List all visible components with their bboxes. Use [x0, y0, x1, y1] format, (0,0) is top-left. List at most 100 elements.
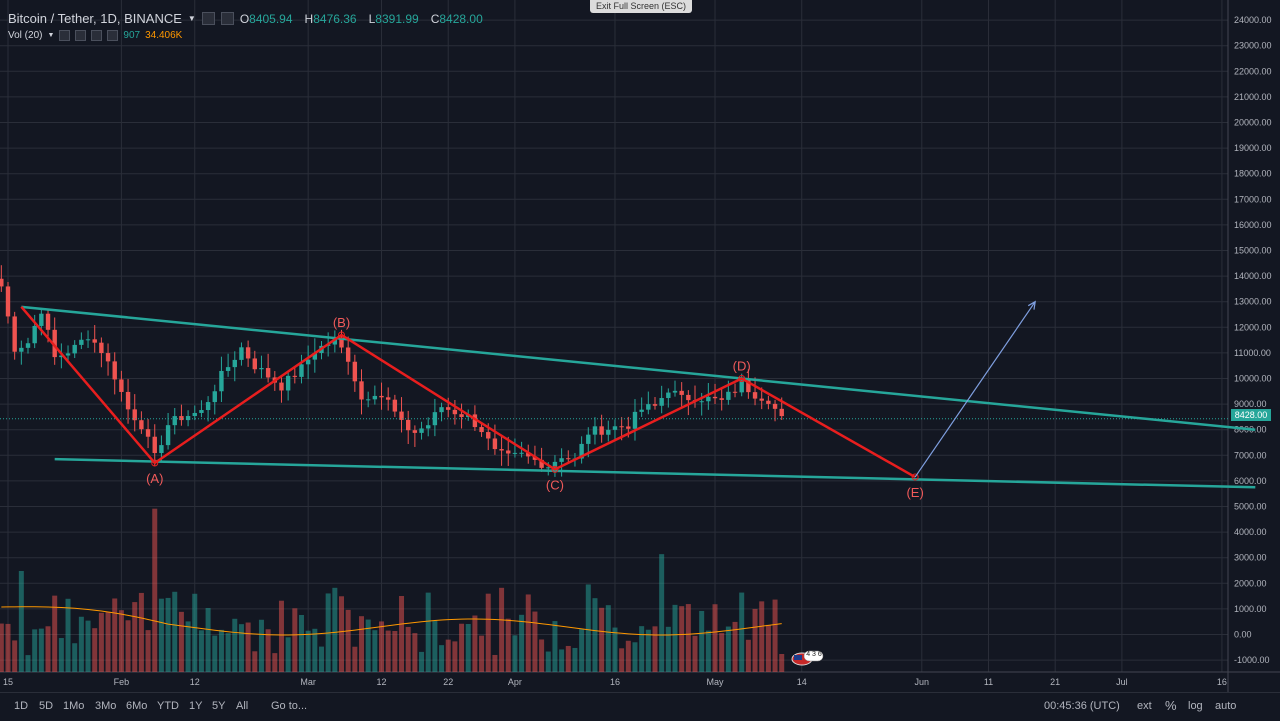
range-5d[interactable]: 5D	[39, 700, 54, 712]
volume-bar	[158, 598, 164, 672]
volume-bar	[225, 633, 231, 672]
symbol-title[interactable]: Bitcoin / Tether, 1D, BINANCE	[8, 11, 182, 26]
volume-bar	[405, 626, 411, 672]
candle-body	[0, 278, 4, 287]
candle-body	[586, 434, 591, 444]
candle-body	[5, 286, 11, 317]
symbol-dropdown-icon[interactable]: ▼	[187, 14, 196, 23]
candle-body	[686, 394, 691, 401]
volume-settings-icon[interactable]	[75, 30, 87, 41]
volume-bar	[492, 654, 498, 672]
volume-bar	[238, 624, 244, 672]
candle-body	[559, 458, 564, 462]
candle-body	[719, 398, 724, 400]
volume-bar	[138, 592, 144, 672]
volume-bar	[772, 599, 778, 672]
candle-body	[179, 416, 184, 421]
range-ytd[interactable]: YTD	[157, 700, 179, 712]
volume-bar	[779, 654, 785, 672]
volume-bar	[532, 611, 538, 672]
volume-bar	[592, 598, 598, 672]
volume-bar	[439, 645, 445, 672]
range-all[interactable]: All	[236, 700, 249, 712]
volume-bar	[298, 614, 304, 672]
y-tick-label: 0.00	[1234, 630, 1252, 640]
volume-bar	[285, 637, 291, 672]
candle-body	[65, 353, 71, 356]
candle-body	[579, 443, 584, 459]
x-tick-label: 21	[1050, 677, 1060, 687]
volume-bar	[659, 554, 665, 672]
volume-dropdown-icon[interactable]: ▼	[47, 32, 55, 39]
candle-body	[205, 402, 211, 411]
candle-body	[419, 428, 424, 433]
candle-body	[492, 438, 498, 450]
candle-body	[305, 359, 311, 365]
volume-bar	[472, 615, 478, 672]
y-tick-label: 4000.00	[1234, 527, 1267, 537]
y-tick-label: 2000.00	[1234, 578, 1267, 588]
candle-body	[512, 452, 518, 454]
candle-body	[345, 347, 351, 362]
volume-label[interactable]: Vol (20)	[8, 30, 43, 41]
x-tick-label: 12	[377, 677, 387, 687]
us-flag-badge[interactable]: 4 3 6	[790, 650, 824, 666]
volume-bar	[192, 593, 198, 672]
trendline-lower[interactable]	[54, 457, 1256, 489]
wave-line[interactable]	[20, 306, 916, 479]
goto-date-button[interactable]: Go to...	[271, 700, 308, 712]
y-tick-label: 16000.00	[1234, 220, 1272, 230]
candle-body	[779, 408, 784, 417]
log-toggle[interactable]: log	[1188, 700, 1203, 712]
volume-bar	[639, 626, 645, 672]
wave-point	[738, 375, 746, 382]
volume-close-icon[interactable]	[107, 30, 119, 41]
volume-bar	[118, 610, 124, 672]
volume-bar	[505, 618, 511, 672]
range-6mo[interactable]: 6Mo	[126, 700, 148, 712]
y-tick-label: 1000.00	[1234, 604, 1267, 614]
candle-body	[105, 353, 111, 362]
range-1mo[interactable]: 1Mo	[63, 700, 85, 712]
trendline-upper[interactable]	[21, 305, 1256, 431]
ohlc-low: L8391.99	[368, 11, 419, 26]
candle-body	[759, 398, 764, 401]
volume-bar	[692, 635, 698, 672]
candle-body	[712, 396, 718, 399]
range-1d[interactable]: 1D	[14, 700, 29, 712]
candle-body	[132, 409, 137, 421]
candle-body	[379, 395, 384, 398]
x-tick-label: 15	[3, 677, 13, 687]
y-tick-label: 21000.00	[1234, 92, 1272, 102]
volume-eye-icon[interactable]	[59, 30, 71, 41]
projection-arrow[interactable]	[914, 301, 1036, 478]
ohlc-close: C8428.00	[430, 11, 483, 26]
candle-body	[432, 412, 438, 426]
candle-body	[679, 390, 684, 395]
candle-body	[546, 467, 551, 469]
volume-bar	[352, 646, 358, 672]
volume-bar	[619, 648, 625, 672]
volume-add-icon[interactable]	[91, 30, 103, 41]
y-tick-label: 22000.00	[1234, 66, 1272, 76]
range-3mo[interactable]: 3Mo	[95, 700, 117, 712]
candle-body	[472, 414, 478, 428]
volume-bar	[38, 628, 44, 672]
volume-bar	[5, 623, 11, 672]
ext-toggle[interactable]: ext	[1137, 700, 1152, 712]
settings-icon[interactable]	[220, 12, 234, 25]
candle-body	[12, 316, 17, 352]
auto-toggle[interactable]: auto	[1215, 700, 1237, 712]
compare-icon[interactable]	[201, 12, 215, 25]
utc-clock[interactable]: 00:45:36 (UTC)	[1044, 700, 1120, 712]
range-5y[interactable]: 5Y	[212, 700, 226, 712]
volume-bar	[545, 651, 551, 672]
range-1y[interactable]: 1Y	[189, 700, 203, 712]
candle-body	[299, 364, 304, 377]
y-tick-label: 3000.00	[1234, 553, 1267, 563]
exit-fullscreen-button[interactable]: Exit Full Screen (ESC)	[590, 0, 692, 13]
volume-bar	[699, 610, 705, 672]
candle-body	[212, 391, 217, 403]
percent-toggle[interactable]: %	[1165, 698, 1177, 713]
